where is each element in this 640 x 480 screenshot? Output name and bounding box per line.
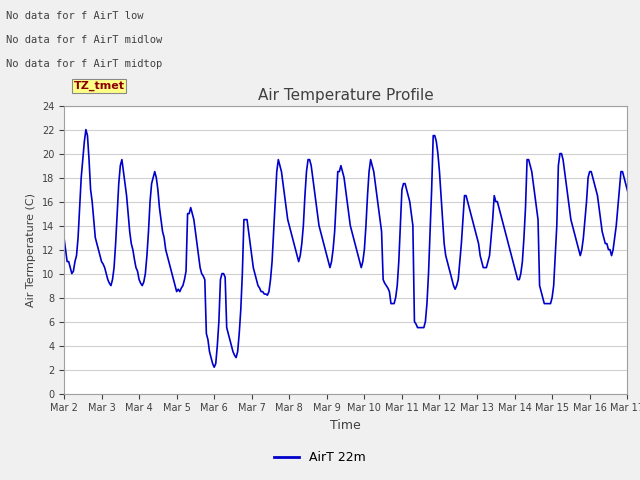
Legend: AirT 22m: AirT 22m xyxy=(269,446,371,469)
Text: No data for f AirT midtop: No data for f AirT midtop xyxy=(6,59,163,69)
X-axis label: Time: Time xyxy=(330,419,361,432)
Title: Air Temperature Profile: Air Temperature Profile xyxy=(258,88,433,103)
Text: TZ_tmet: TZ_tmet xyxy=(74,81,125,91)
Text: No data for f AirT low: No data for f AirT low xyxy=(6,11,144,21)
Text: No data for f AirT midlow: No data for f AirT midlow xyxy=(6,35,163,45)
Y-axis label: Air Termperature (C): Air Termperature (C) xyxy=(26,192,36,307)
